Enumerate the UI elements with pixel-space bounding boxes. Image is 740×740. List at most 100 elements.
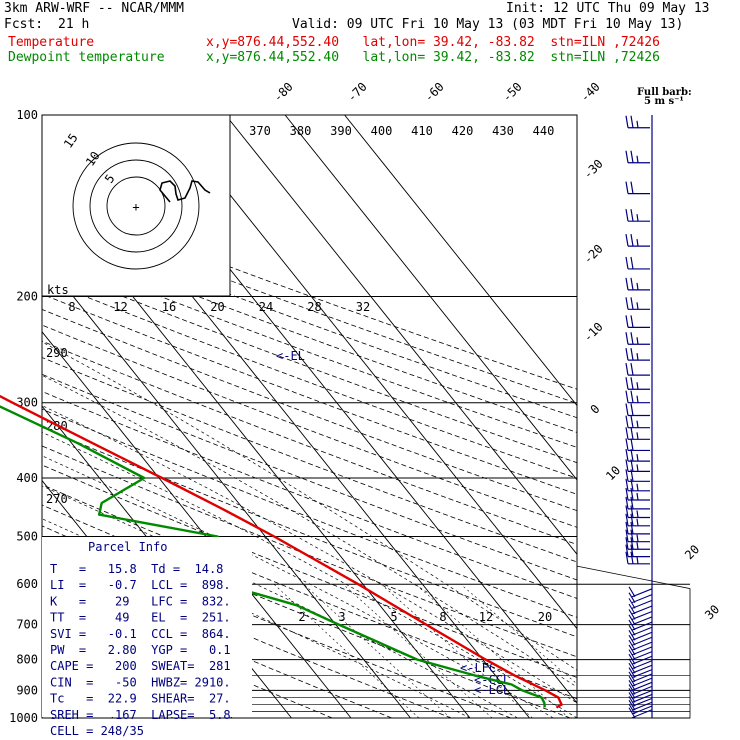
valid-time: Valid: 09 UTC Fri 10 May 13 (03 MDT Fri … [292,17,684,32]
pressure-tick-label: 200 [16,290,38,304]
wind-barb-flag [628,634,636,646]
moist-adiabat [42,485,518,718]
wind-barb-staff [631,605,653,615]
temperature-location-info: x,y=876.44,552.40 lat,lon= 39.42, -83.82… [206,35,660,50]
wind-barb-staff [631,669,653,679]
wind-barb-flag [636,510,639,518]
hodograph-ring [72,142,200,270]
wind-barb-flag [630,496,634,509]
wind-barb-staff [631,697,653,707]
pressure-tick-label: 800 [16,653,38,667]
parcel-info-row: LI = -0.7 LCL = 898. [50,578,231,592]
wind-barb-flag [630,415,634,428]
mixing-ratio-label: 8 [439,610,446,624]
moist-adiabat [42,405,577,704]
parcel-info-row: CAPE = 200 SWEAT= 281 [50,659,231,673]
dewpoint-legend-label: Dewpoint temperature [8,50,165,65]
hodograph-ring-label: 10 [83,149,103,169]
wind-barb-flag [630,363,634,376]
wind-barb-flag [630,277,634,290]
wind-barb-flag [630,459,634,472]
wind-barb-flag [630,234,634,247]
wind-barb-flag [625,513,629,526]
wind-barb-flag [628,639,636,651]
wind-barb-flag [625,427,629,440]
wind-barb-flag [625,348,629,361]
wind-barb-flag [628,684,636,695]
isotherm-label: -60 [422,80,447,105]
wind-barb-flag [625,234,629,247]
parcel-info-row: TT = 49 EL = 251. [50,611,231,625]
mixing-ratio-label: 12 [479,610,493,624]
theta-label: 430 [492,124,514,138]
wind-barb-flag [630,537,634,550]
isotherm-label: -20 [581,242,606,267]
wind-barb-staff [631,709,653,719]
dry-adiabat [42,293,577,495]
wind-barb [625,115,650,129]
isotherm-line [42,331,352,718]
wind-barb-flag [636,302,639,310]
wind-barb-flag [630,256,634,270]
wind-barb-flag [636,464,639,472]
wind-barb-flag [636,155,639,163]
wind-barb-flag [630,529,634,542]
wind-barb-staff [631,673,653,683]
wind-barb-flag [625,277,629,290]
theta-label: 290 [46,346,68,360]
wind-barb-staff [631,626,653,636]
isotherm-line [284,115,577,481]
wind-barb-flag [628,603,636,615]
wind-barb-flag [630,403,634,416]
wind-barb-flag [630,150,634,163]
mixing-ratio-line [415,583,570,718]
wind-barb-flag [636,420,639,428]
wind-barb-staff [631,610,653,620]
isotherm-label: 0 [588,402,603,417]
wind-barb-staff [631,701,653,711]
wind-barb [625,438,650,452]
parcel-info-row: SVI = -0.1 CCL = 864. [50,627,231,641]
wind-barb-flag [628,692,636,703]
wind-barb [625,377,650,390]
wind-barb-staff [631,641,653,651]
wind-barb-flag [636,534,639,542]
wind-barb-flag [636,337,639,345]
wind-barb-flag [625,521,629,534]
wind-barb-flag [636,518,639,526]
wind-barbs [625,115,653,719]
parcel-info-row: CELL = 248/35 [50,724,144,738]
wind-barb-flag [628,680,636,691]
theta-label: 270 [46,492,68,506]
wind-barb-flag [625,297,629,310]
wind-barb-flag [625,315,629,328]
wind-barb-flag [625,415,629,428]
wind-key-line2: 5 m s⁻¹ [644,96,684,107]
wind-barb-flag [625,115,629,128]
wind-barb-flag [628,649,636,660]
speed-tick-label: 12 [113,300,127,314]
hodograph-ring [106,176,166,236]
wind-barb-staff [631,631,653,641]
mixing-ratio-label: 2 [298,610,305,624]
pressure-tick-label: 600 [16,577,38,591]
wind-barb-flag [630,181,634,194]
isotherm-label: 10 [603,463,623,483]
wind-barb-staff [631,689,653,699]
wind-barb-flag [628,614,636,626]
dry-adiabat [42,309,577,512]
hodograph-center-mark: + [132,200,139,214]
wind-barb-flag [625,403,629,416]
wind-barb-flag [630,544,634,557]
wind-barb-flag [630,469,634,482]
wind-barb-flag [630,513,634,526]
wind-barb-staff [631,646,653,656]
wind-barb-flag [628,592,636,603]
theta-label: 420 [452,124,474,138]
wind-barb-staff [631,594,653,604]
speed-tick-label: 28 [307,300,321,314]
wind-barb [625,390,650,404]
dry-adiabat [42,357,577,563]
forecast-hour: 21 h [58,17,90,32]
wind-barb-flag [625,256,629,270]
